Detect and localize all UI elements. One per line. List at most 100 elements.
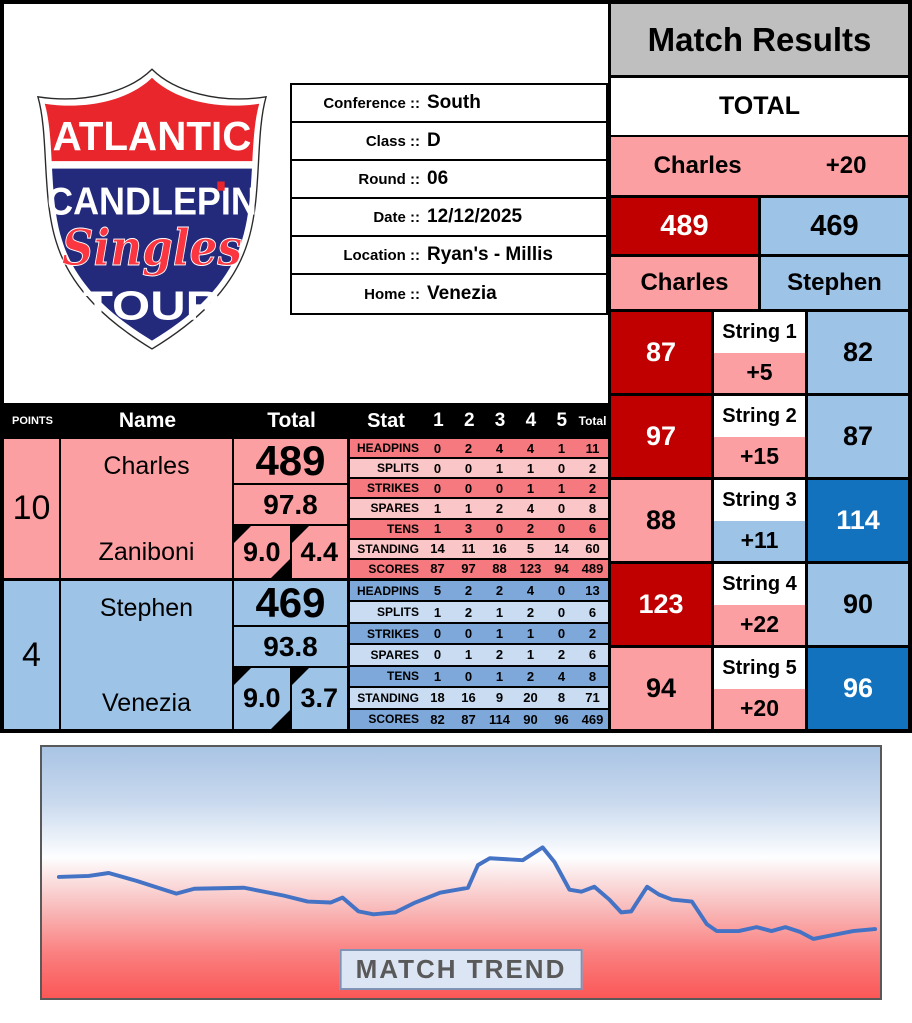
stat-value: 1 [464, 500, 473, 516]
stat-value: 2 [588, 626, 597, 642]
charles-string-score: 87 [611, 312, 714, 393]
stat-value: 94 [554, 561, 569, 577]
stat-value: 71 [585, 690, 600, 706]
stephen-name: Stephen [761, 257, 908, 309]
stat-label: SPARES [370, 501, 419, 516]
info-value: D [427, 130, 441, 151]
stat-value: 4 [495, 440, 504, 456]
trend-line-svg [56, 845, 878, 941]
string-label: String 3 [714, 480, 805, 521]
stats-header-row: POINTS Name Total Stat 1 2 3 4 5 Total [4, 403, 608, 439]
stat-value: 0 [557, 604, 566, 620]
info-row: Location :: Ryan's - Millis [292, 237, 606, 275]
stat-value: 0 [464, 626, 473, 642]
stephen-total: 469 [761, 198, 908, 254]
stat-value: 2 [464, 440, 473, 456]
stat-value: 114 [489, 711, 510, 727]
stat-value: 96 [554, 711, 569, 727]
stat-label: SCORES [368, 561, 419, 576]
info-label: Location :: [343, 246, 420, 264]
charles-name: Charles [611, 257, 761, 309]
charles-string-score: 123 [611, 564, 714, 645]
info-label: Conference :: [323, 94, 420, 112]
match-totals-row: 489 469 [611, 198, 908, 257]
info-value: South [427, 92, 481, 113]
tour-logo: ATLANTIC CANDLEPIN Singles TOUR [36, 68, 268, 350]
stat-row: SPARES 0 1 2 1 2 6 [350, 645, 608, 667]
stat-value: 2 [526, 668, 535, 684]
string-row: 94 String 5 +20 96 [611, 648, 908, 729]
logo-i-dot [217, 181, 225, 191]
info-label: Round :: [358, 170, 420, 188]
header-col-1: 1 [433, 410, 444, 431]
match-info-table: Conference :: South Class :: D Round :: 06 Dat… [290, 83, 608, 315]
stat-value: 2 [526, 521, 535, 537]
stat-value: 1 [433, 604, 442, 620]
metric-2: 4.4 [291, 526, 348, 578]
info-row: Date :: 12/12/2025 [292, 199, 606, 237]
stat-value: 90 [523, 711, 538, 727]
header-name: Name [118, 409, 177, 432]
stat-value: 123 [519, 561, 542, 577]
stat-value: 87 [430, 561, 445, 577]
stat-value: 1 [557, 440, 566, 456]
stat-value: 2 [557, 647, 566, 663]
info-row: Conference :: South [292, 85, 606, 123]
header-points: POINTS [12, 415, 53, 427]
stat-label: STANDING [357, 541, 419, 556]
string-label: String 1 [714, 312, 805, 353]
string-diff: +20 [714, 688, 805, 729]
charles-total: 489 [611, 198, 761, 254]
match-trend-label: MATCH TREND [339, 949, 583, 990]
stat-value: 0 [464, 460, 473, 476]
stat-value: 60 [585, 541, 600, 557]
stephen-string-score: 96 [808, 648, 908, 729]
stat-value: 14 [554, 541, 569, 557]
stat-value: 0 [557, 521, 566, 537]
charles-string-score: 97 [611, 396, 714, 477]
stat-value: 6 [588, 647, 597, 663]
info-label: Class :: [365, 132, 420, 150]
stat-label: SCORES [368, 712, 419, 727]
charles-string-score: 88 [611, 480, 714, 561]
stat-value: 0 [464, 668, 473, 684]
stat-value: 2 [495, 500, 504, 516]
info-row: Class :: D [292, 123, 606, 161]
average-score: 97.8 [234, 485, 347, 526]
metrics-cell: 9.0 4.4 [234, 526, 347, 578]
stat-value: 1 [557, 480, 566, 496]
charles-string-score: 94 [611, 648, 714, 729]
stat-row: SCORES 87 97 88 123 94 489 [350, 559, 608, 578]
stat-value: 2 [495, 647, 504, 663]
stat-value: 1 [495, 626, 504, 642]
stat-value: 0 [433, 460, 442, 476]
stat-value: 2 [495, 583, 504, 599]
string-row: 123 String 4 +22 90 [611, 564, 908, 648]
header-string-columns: 1 2 3 4 5 Total [423, 410, 608, 432]
metric-1: 9.0 [234, 668, 292, 729]
header-col-2: 2 [463, 410, 475, 431]
stat-value: 1 [433, 668, 442, 684]
stat-label: HEADPINS [356, 441, 419, 456]
stat-row: STRIKES 0 0 0 1 1 2 [350, 479, 608, 500]
match-leader-row: Charles +20 [611, 137, 908, 198]
match-results-panel: Match Results TOTAL Charles +20 489 469 … [608, 4, 908, 729]
player-row-charles: 10 Charles Zaniboni 489 97.8 9.0 4.4 HEA… [4, 439, 608, 581]
info-label: Date :: [373, 208, 420, 226]
player-row-stephen: 4 Stephen Venezia 469 93.8 9.0 3.7 HEADP… [4, 581, 608, 729]
stat-value: 2 [464, 604, 473, 620]
player-stats-table: POINTS Name Total Stat 1 2 3 4 5 Total 10 Cha… [4, 403, 608, 729]
header-stat: Stat [367, 409, 405, 432]
stat-value: 97 [461, 561, 476, 577]
stat-value: 0 [495, 521, 504, 537]
logo-text-candlepin: CANDLEPIN [47, 181, 257, 224]
header-col-4: 4 [525, 410, 537, 431]
header-col-total: Total [578, 414, 607, 428]
stat-value: 16 [492, 541, 507, 557]
string-label-cell: String 3 +11 [714, 480, 808, 561]
stat-value: 0 [433, 440, 442, 456]
stat-value: 489 [581, 561, 604, 577]
trend-polyline [56, 845, 878, 941]
stat-value: 4 [526, 500, 535, 516]
